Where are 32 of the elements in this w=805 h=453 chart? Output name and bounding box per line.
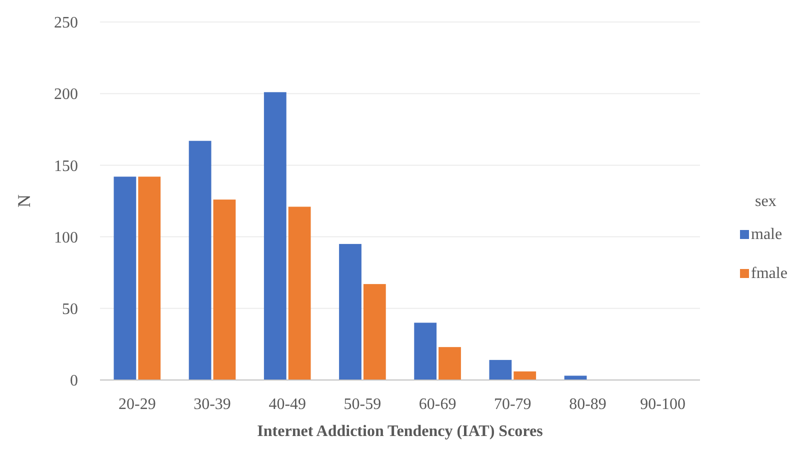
- bar: [564, 376, 587, 380]
- bar: [363, 284, 386, 380]
- y-axis-title: N: [14, 194, 34, 208]
- y-tick-label: 0: [70, 372, 78, 390]
- x-tick-label: 20-29: [118, 396, 156, 413]
- bar: [188, 140, 212, 380]
- bar: [213, 200, 236, 380]
- y-tick-label: 100: [54, 229, 78, 246]
- legend-label: fmale: [751, 265, 788, 282]
- legend-title: sex: [755, 193, 776, 210]
- x-tick-label: 70-79: [494, 396, 532, 413]
- y-tick-label: 250: [54, 14, 78, 32]
- x-tick-label: 40-49: [268, 396, 306, 413]
- bar: [339, 244, 362, 380]
- bar: [138, 176, 161, 380]
- bar: [414, 322, 437, 380]
- bar: [438, 347, 461, 380]
- bar: [514, 371, 536, 380]
- x-tick-label: 80-89: [569, 396, 606, 413]
- x-tick-label: 50-59: [344, 396, 382, 413]
- bar: [489, 360, 512, 380]
- y-tick-label: 50: [62, 301, 78, 318]
- x-axis-title: Internet Addiction Tendency (IAT) Scores: [257, 423, 543, 440]
- x-tick-label: 60-69: [418, 396, 456, 413]
- x-tick-label: 30-39: [194, 396, 231, 413]
- y-tick-label: 200: [54, 86, 78, 104]
- bar: [264, 92, 286, 380]
- x-tick-label: 90-100: [640, 396, 686, 413]
- legend-label: male: [751, 226, 782, 243]
- bar: [288, 206, 311, 380]
- bar: [114, 176, 136, 380]
- y-tick-label: 150: [54, 158, 78, 175]
